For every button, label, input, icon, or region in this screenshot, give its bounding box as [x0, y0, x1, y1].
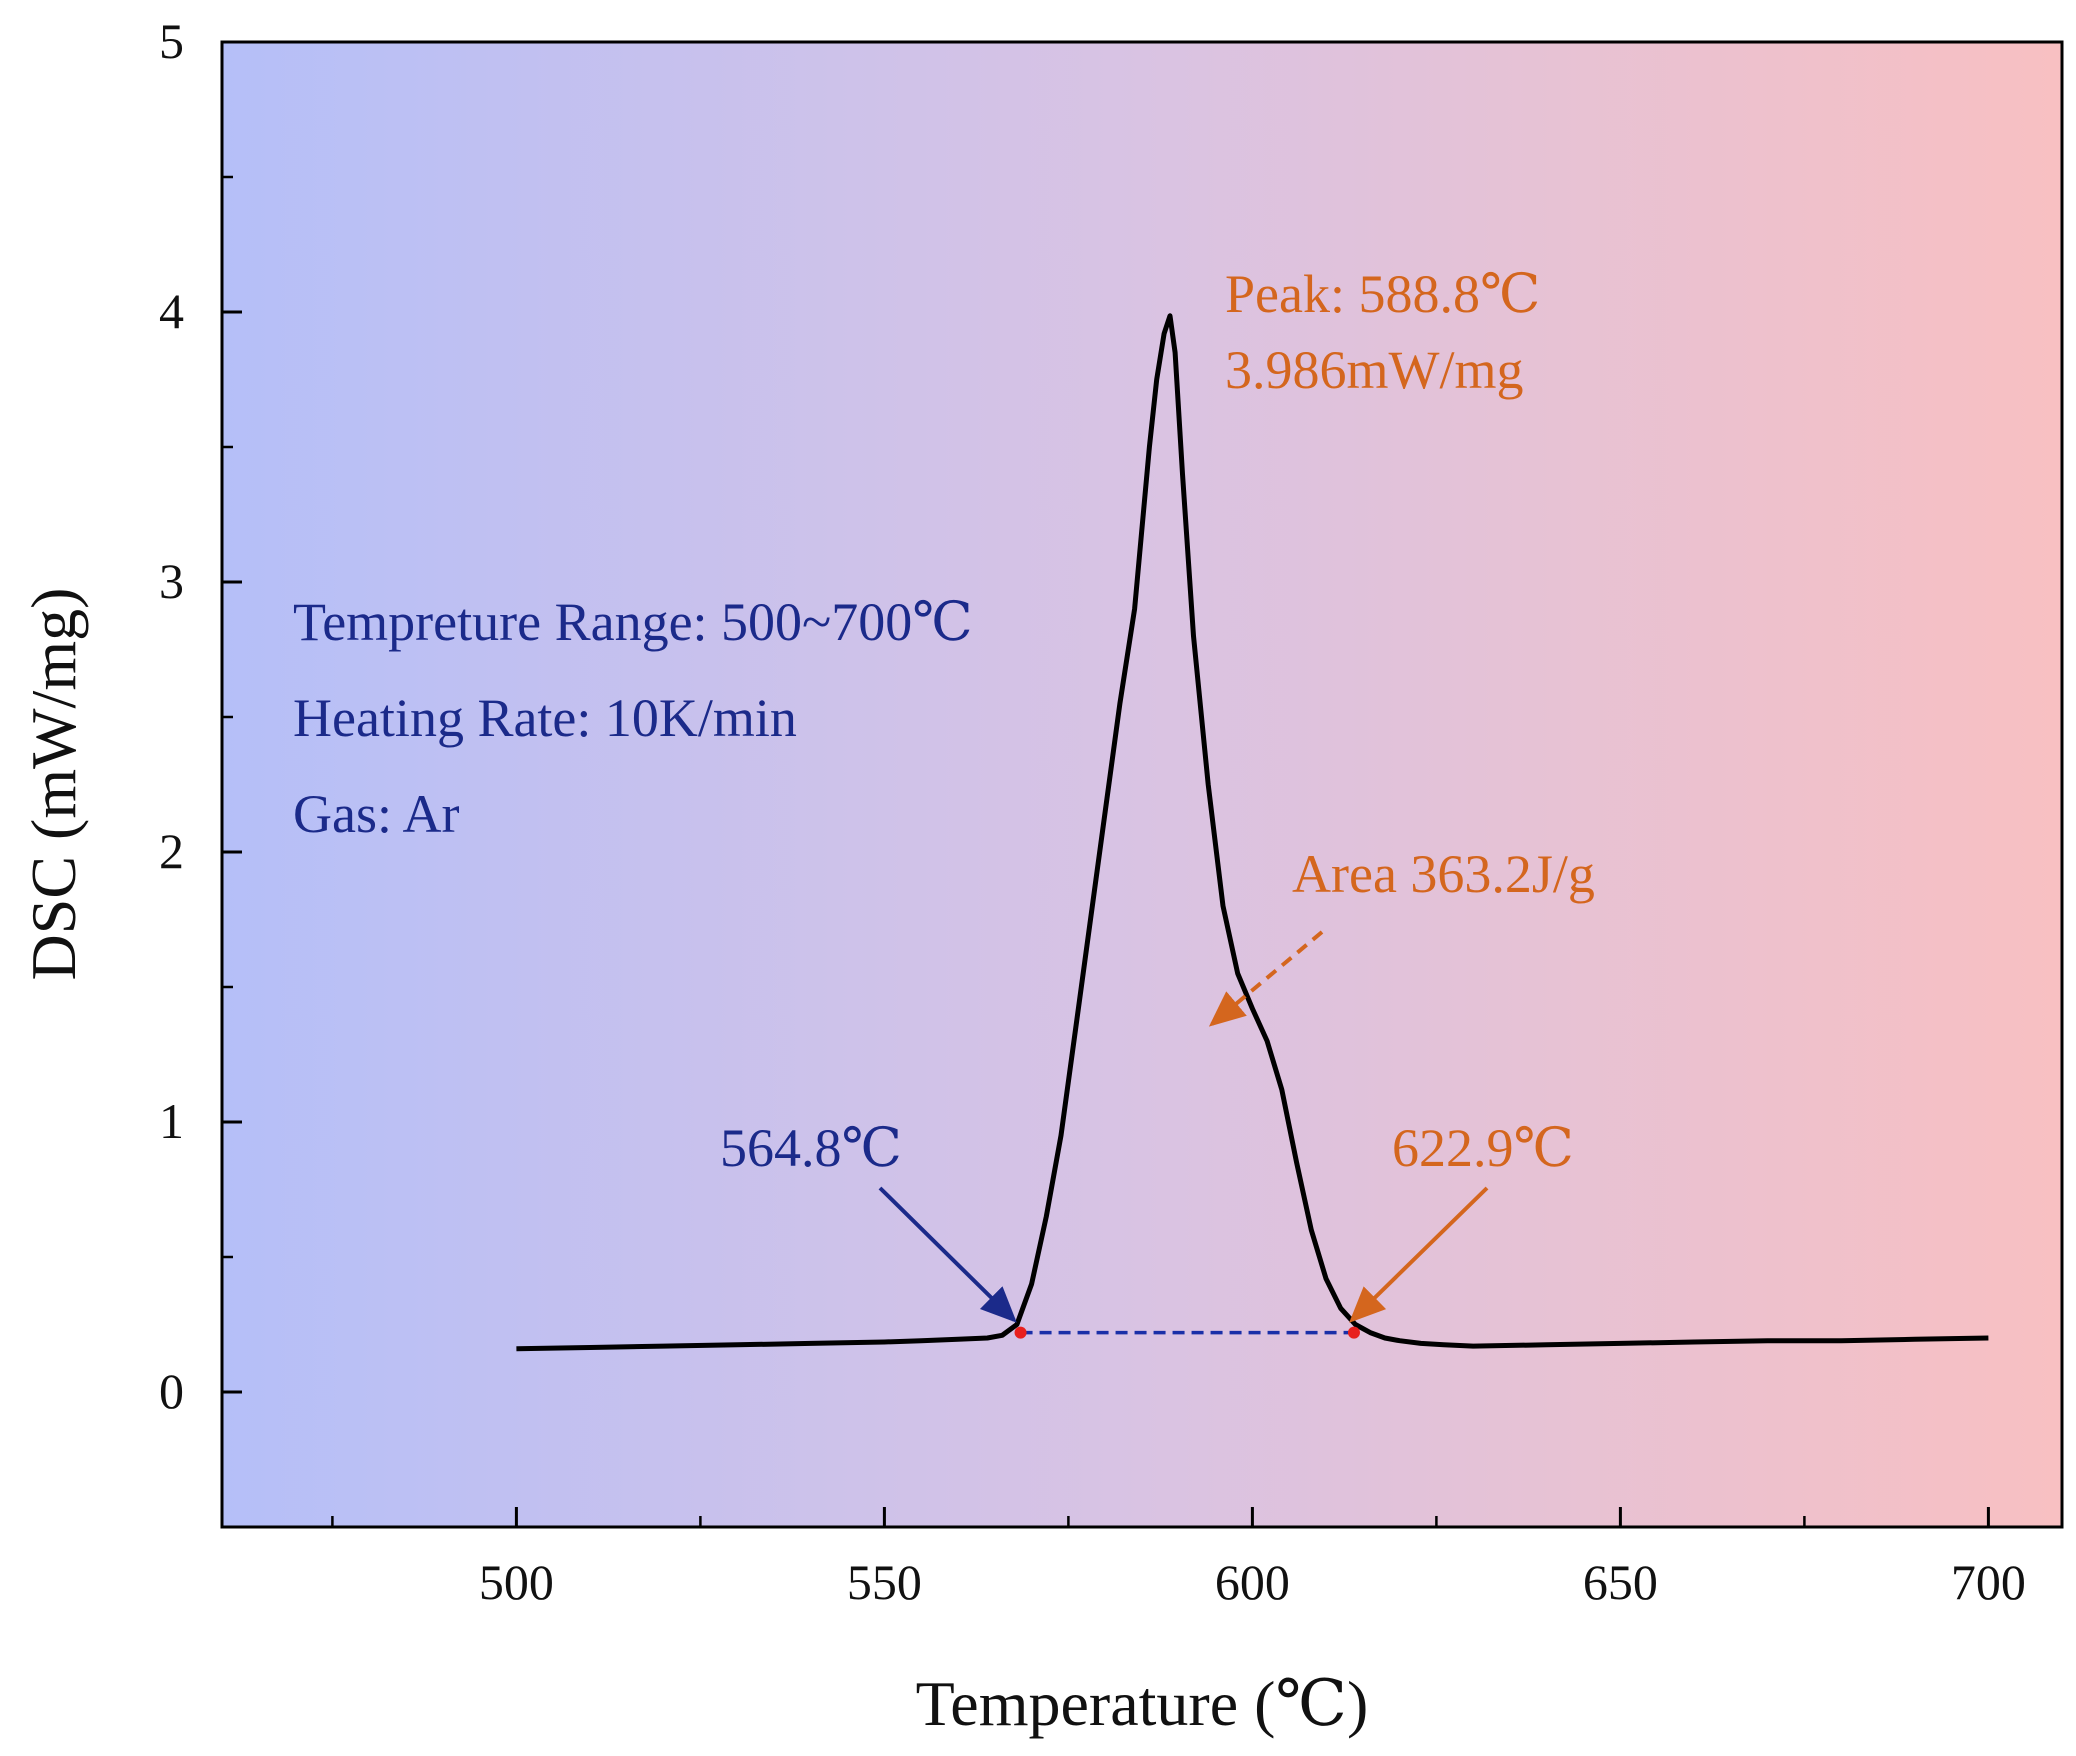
y-tick-label: 2: [159, 823, 184, 879]
peak-value-label: 3.986mW/mg: [1225, 340, 1523, 400]
gas-info: Gas: Ar: [293, 784, 460, 844]
x-tick-label: 600: [1215, 1554, 1290, 1610]
area-arrow: [1208, 930, 1324, 1027]
peak-temperature-label: Peak: 588.8℃: [1225, 264, 1540, 324]
x-tick-labels: 500 550 600 650 700: [479, 1554, 2026, 1610]
onset-temperature-label: 564.8℃: [720, 1118, 902, 1178]
baseline-marker: [1347, 1326, 1360, 1339]
x-tick-label: 550: [847, 1554, 922, 1610]
y-tick-label: 3: [159, 553, 184, 609]
plot-frame: [220, 40, 2064, 1529]
y-tick-label: 5: [159, 13, 184, 69]
y-tick-labels: 0 1 2 3 4 5: [159, 13, 184, 1419]
y-tick-label: 1: [159, 1093, 184, 1149]
y-tick-label: 0: [159, 1363, 184, 1419]
x-tick-label: 650: [1583, 1554, 1658, 1610]
x-tick-label: 500: [479, 1554, 554, 1610]
endset-temperature-label: 622.9℃: [1392, 1118, 1574, 1178]
x-axis-title: Temperature (℃): [916, 1668, 1369, 1739]
onset-arrow: [878, 1186, 1017, 1323]
dsc-curve: [516, 313, 1989, 1352]
y-axis-title: DSC (mW/mg): [18, 588, 89, 981]
endset-arrow: [1349, 1186, 1489, 1323]
x-tick-label: 700: [1951, 1554, 2026, 1610]
plot-background: [222, 42, 2062, 1527]
baseline-marker: [1014, 1326, 1027, 1339]
y-tick-label: 4: [159, 283, 184, 339]
area-label: Area 363.2J/g: [1292, 844, 1595, 904]
baseline-markers: [1014, 1326, 1360, 1339]
heating-rate-info: Heating Rate: 10K/min: [293, 688, 797, 748]
temperature-range-info: Tempreture Range: 500~700℃: [293, 592, 973, 652]
